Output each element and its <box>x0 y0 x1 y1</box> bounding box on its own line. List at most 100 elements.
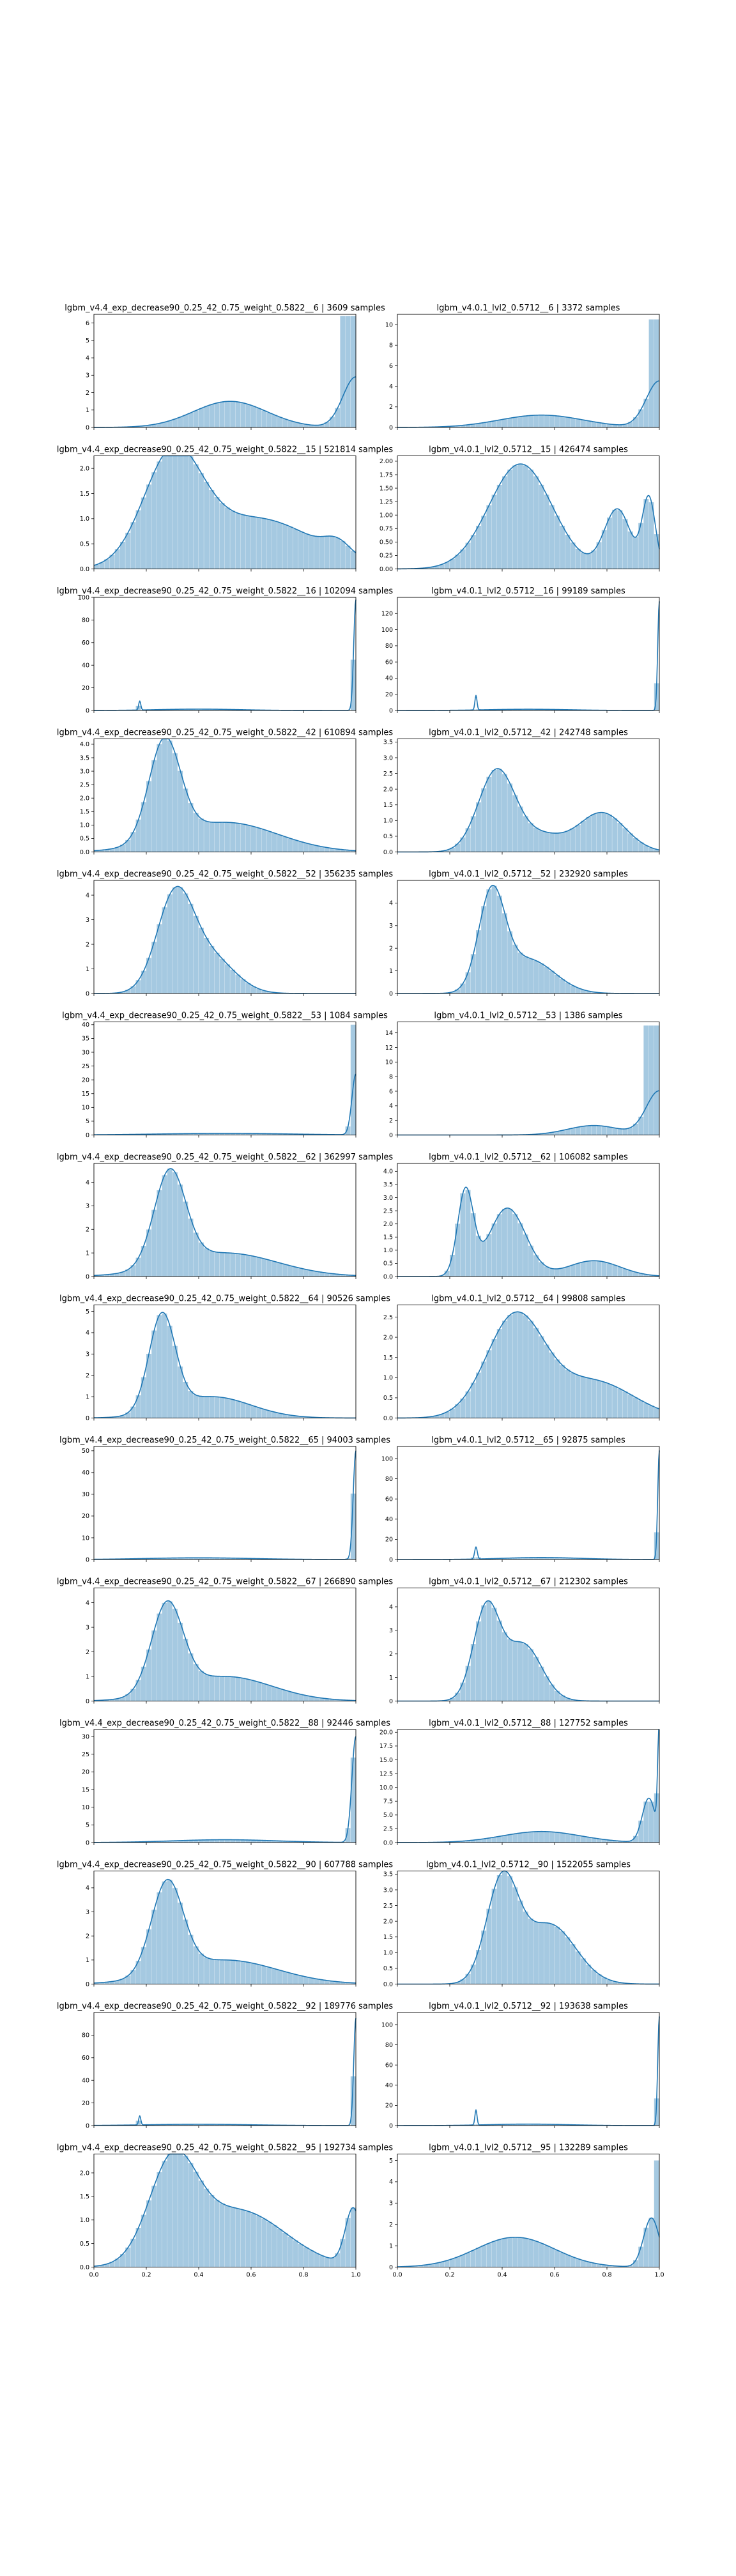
y-tick-label: 4 <box>86 1179 89 1186</box>
histogram-bar <box>549 1924 555 1984</box>
histogram-bar <box>141 1666 146 1701</box>
histogram-bar <box>151 1630 157 1701</box>
histogram-bar <box>219 1959 225 1984</box>
histogram-bar <box>157 1613 162 1701</box>
histogram-bar <box>523 2124 528 2126</box>
histogram-bar <box>507 1315 513 1418</box>
y-tick-label: 4 <box>389 383 393 390</box>
histogram-bar <box>199 1396 204 1418</box>
histogram-bar <box>125 2247 131 2267</box>
histogram-bar <box>507 1639 513 1701</box>
histogram-bar <box>209 1839 215 1843</box>
axes-frame <box>397 456 660 569</box>
histogram-bar <box>293 2240 298 2267</box>
y-tick-label: 80 <box>82 2032 89 2039</box>
histogram-bar <box>544 494 549 569</box>
x-tick-label: 0.0 <box>89 2272 98 2279</box>
histogram-bar <box>199 928 204 993</box>
subplot-27: lgbm_v4.4_exp_decrease90_0.25_42_0.75_we… <box>57 2143 394 2279</box>
y-tick-label: 40 <box>82 1022 89 1029</box>
kde-line <box>397 1186 660 1277</box>
histogram-bar <box>193 916 199 993</box>
histogram-bar <box>214 709 220 710</box>
y-tick-label: 20 <box>385 1537 393 1544</box>
histogram-bar <box>99 1982 105 1984</box>
histogram-bar <box>188 412 194 427</box>
histogram-bar <box>481 516 487 569</box>
histogram-bar <box>434 565 440 569</box>
histogram-bar <box>193 709 199 710</box>
histogram-bar <box>183 1919 188 1984</box>
histogram-bar <box>151 1910 157 1984</box>
histogram-bar <box>476 1621 481 1701</box>
histogram-bar <box>219 2124 225 2126</box>
axes-frame <box>93 880 356 994</box>
histogram-bar <box>586 1965 592 1984</box>
histogram-bar <box>523 465 528 569</box>
y-tick-label: 0.0 <box>80 2264 89 2271</box>
histogram-bar <box>314 1271 319 1276</box>
histogram-bar <box>638 1273 644 1276</box>
y-tick-label: 3 <box>86 1909 89 1916</box>
histogram-bar <box>502 1835 507 1843</box>
histogram-bar <box>251 1963 256 1984</box>
y-tick-label: 60 <box>385 2062 393 2069</box>
histogram-bar <box>544 709 549 710</box>
histogram-bar <box>350 1493 356 1560</box>
subplot-17: lgbm_v4.4_exp_decrease90_0.25_42_0.75_we… <box>59 1436 390 1563</box>
histogram-bar <box>627 531 633 569</box>
y-tick-label: 10 <box>82 1535 89 1542</box>
y-tick-label: 2.00 <box>379 458 393 465</box>
histogram-bar <box>199 1133 204 1135</box>
y-tick-label: 8 <box>389 342 393 349</box>
y-tick-label: 2.0 <box>383 1334 393 1341</box>
y-tick-label: 0.5 <box>383 1965 393 1972</box>
subplot-title: lgbm_v4.4_exp_decrease90_0.25_42_0.75_we… <box>59 1436 390 1445</box>
histogram-bar <box>486 776 492 852</box>
histogram-bar <box>245 2211 251 2267</box>
histogram-bar <box>146 484 151 569</box>
y-tick-label: 80 <box>385 643 393 650</box>
histogram-bar <box>178 1903 183 1984</box>
histogram-bar <box>450 2258 455 2267</box>
histogram-bar <box>324 422 330 427</box>
histogram-bar <box>204 2188 210 2267</box>
kde-line <box>397 1729 659 1843</box>
histogram-bar <box>455 843 461 852</box>
histogram-bar <box>94 2266 99 2267</box>
histogram-bar <box>491 885 497 993</box>
subplot-title: lgbm_v4.4_exp_decrease90_0.25_42_0.75_we… <box>59 1294 390 1304</box>
histogram-bar <box>450 1698 455 1701</box>
y-tick-label: 1.5 <box>383 1234 393 1241</box>
histogram-bar <box>298 1694 303 1701</box>
histogram-bar <box>277 1689 282 1701</box>
histogram-bar <box>209 2124 215 2126</box>
histogram-bar <box>575 1127 581 1135</box>
histogram-bar <box>235 513 241 569</box>
histogram-bar <box>591 1125 597 1135</box>
histogram-bar <box>622 1841 628 1843</box>
kde-line <box>397 2217 660 2267</box>
histogram-bar <box>581 1376 586 1418</box>
histogram-bar <box>476 1236 481 1276</box>
histogram-bar <box>560 2124 565 2126</box>
histogram-bar <box>214 1252 220 1276</box>
histogram-bar <box>266 519 272 569</box>
histogram-bar <box>183 2156 188 2267</box>
histogram-bar <box>350 1757 356 1843</box>
histogram-bar <box>162 2161 167 2267</box>
histogram-bar <box>648 1275 654 1276</box>
histogram-bar <box>539 1133 544 1135</box>
histogram-bar <box>167 1133 172 1135</box>
histogram-bar <box>570 418 576 427</box>
histogram-bar <box>324 847 330 852</box>
histogram-bar <box>188 803 194 852</box>
histogram-bar <box>204 1558 210 1560</box>
histogram-bar <box>591 550 597 569</box>
y-tick-label: 2.5 <box>383 1208 393 1215</box>
histogram-bar <box>560 1268 565 1276</box>
histogram-bar <box>528 958 533 993</box>
histogram-bar <box>272 1412 277 1418</box>
histogram-bar <box>622 1128 628 1135</box>
histogram-bar <box>314 845 319 852</box>
